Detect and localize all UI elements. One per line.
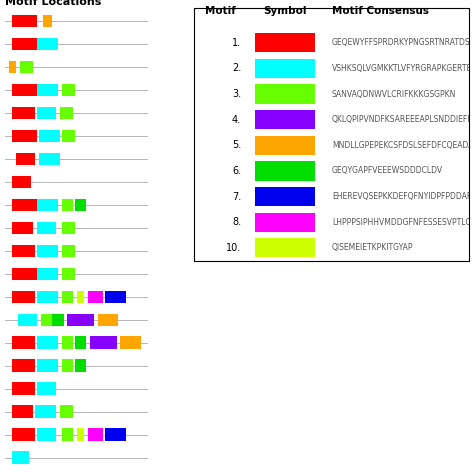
Bar — [12, 107, 35, 119]
Bar — [37, 359, 58, 372]
Bar — [12, 337, 35, 349]
Bar — [12, 199, 37, 211]
Text: 5.: 5. — [232, 140, 241, 150]
Bar — [12, 451, 29, 464]
Bar — [60, 107, 73, 119]
Bar — [62, 129, 75, 142]
Bar — [88, 428, 103, 441]
Bar — [12, 383, 35, 395]
Bar — [12, 359, 35, 372]
Text: 8.: 8. — [232, 217, 241, 227]
Text: 6.: 6. — [232, 166, 241, 176]
Bar — [255, 136, 315, 155]
Bar — [12, 15, 37, 27]
Text: SANVAQDNWVLCRIFKKKGSGPKN: SANVAQDNWVLCRIFKKKGSGPKN — [332, 90, 456, 99]
Bar — [37, 199, 58, 211]
Bar — [16, 153, 35, 165]
Bar — [37, 337, 58, 349]
Bar — [60, 405, 73, 418]
Bar — [62, 359, 73, 372]
Bar — [90, 337, 117, 349]
Text: 4.: 4. — [232, 115, 241, 125]
Bar — [62, 199, 73, 211]
Text: 10.: 10. — [226, 243, 241, 253]
Bar — [12, 221, 33, 234]
Bar — [39, 129, 60, 142]
Bar — [12, 83, 37, 96]
Text: 1.: 1. — [232, 38, 241, 48]
Bar — [255, 84, 315, 104]
Bar — [35, 405, 56, 418]
Text: 3.: 3. — [232, 89, 241, 99]
Bar — [12, 175, 31, 188]
Bar — [20, 61, 33, 73]
Bar — [37, 428, 56, 441]
Text: GEQYGAPFVEEEWSDDDCLDV: GEQYGAPFVEEEWSDDDCLDV — [332, 166, 443, 175]
Text: 2.: 2. — [232, 64, 241, 73]
Bar — [12, 267, 37, 280]
Bar — [88, 291, 103, 303]
Text: QKLQPIPVNDFKSAREEEAPLSNDDIEFIL: QKLQPIPVNDFKSAREEEAPLSNDDIEFIL — [332, 115, 474, 124]
Bar — [62, 337, 73, 349]
Bar — [62, 245, 75, 257]
Bar — [77, 428, 84, 441]
Bar — [39, 153, 60, 165]
Bar — [120, 337, 141, 349]
Bar — [62, 83, 75, 96]
Bar — [75, 337, 86, 349]
Bar — [255, 213, 315, 232]
Bar — [62, 291, 73, 303]
Text: Motif Locations: Motif Locations — [5, 0, 101, 7]
Bar — [12, 405, 33, 418]
Bar — [37, 267, 58, 280]
Bar — [37, 245, 58, 257]
Bar — [37, 107, 56, 119]
Bar — [37, 383, 56, 395]
Bar — [255, 238, 315, 257]
Text: 7.: 7. — [232, 191, 241, 201]
Text: QISEMEIETKPKITGYAP: QISEMEIETKPKITGYAP — [332, 243, 413, 252]
Bar — [98, 313, 118, 326]
Text: EHEREVQSEPKKDEFQFNYIDPFPDDAFT: EHEREVQSEPKKDEFQFNYIDPFPDDAFT — [332, 192, 474, 201]
Bar — [75, 359, 86, 372]
Bar — [37, 37, 58, 50]
Bar — [41, 313, 52, 326]
Text: MNDLLGPEPEKCSFDSLSEFDFCQEADAE: MNDLLGPEPEKCSFDSLSEFDFCQEADAE — [332, 141, 474, 150]
Bar — [9, 61, 16, 73]
Bar — [105, 291, 126, 303]
Text: Symbol: Symbol — [264, 6, 307, 16]
Text: GEQEWYFFSPRDRKYPNGSRTNRATDSGγ: GEQEWYFFSPRDRKYPNGSRTNRATDSGγ — [332, 38, 474, 47]
Bar — [43, 15, 52, 27]
Bar — [255, 59, 315, 78]
Bar — [75, 199, 86, 211]
Text: LHPPPSIPHHVMDDGFNFESSESVPTLQT: LHPPPSIPHHVMDDGFNFESSESVPTLQT — [332, 218, 474, 227]
Bar — [255, 110, 315, 129]
Text: Motif: Motif — [205, 6, 236, 16]
Bar — [52, 313, 64, 326]
Bar — [12, 245, 35, 257]
Text: Motif Consensus: Motif Consensus — [332, 6, 429, 16]
Bar — [77, 291, 84, 303]
Bar — [62, 428, 73, 441]
Bar — [62, 221, 75, 234]
Bar — [12, 428, 35, 441]
Bar — [37, 221, 56, 234]
Bar — [67, 313, 94, 326]
Bar — [18, 313, 37, 326]
Bar — [255, 187, 315, 206]
Bar — [37, 291, 58, 303]
Bar — [12, 37, 37, 50]
Bar — [255, 33, 315, 53]
Text: VSHKSQLVGMKKTLVFYRGRAPKGERTBW: VSHKSQLVGMKKTLVFYRGRAPKGERTBW — [332, 64, 474, 73]
Bar — [255, 161, 315, 181]
Bar — [12, 291, 35, 303]
Bar — [37, 83, 58, 96]
Bar — [62, 267, 75, 280]
Bar — [12, 129, 37, 142]
Bar — [105, 428, 126, 441]
